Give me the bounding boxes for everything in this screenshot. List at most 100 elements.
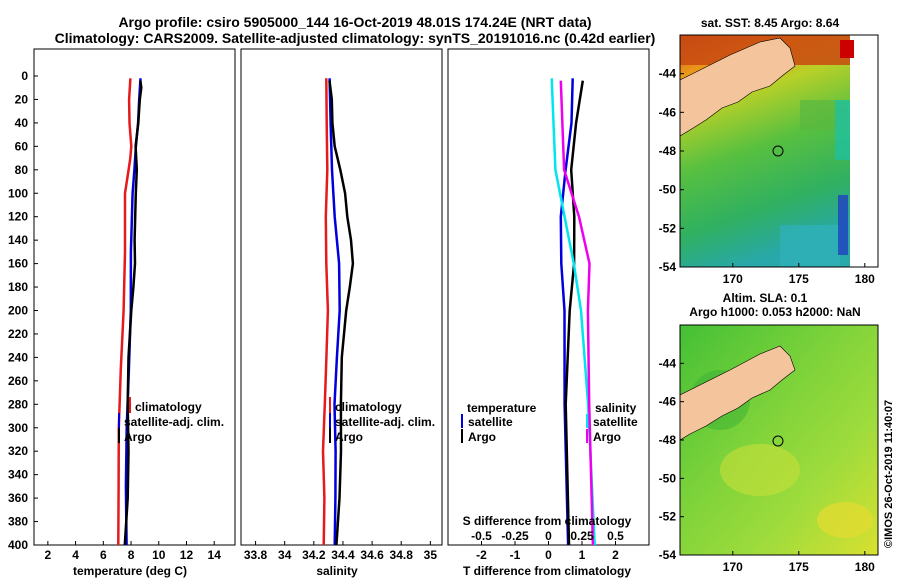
lat-tick-label: -44 bbox=[659, 67, 677, 81]
sla-map-lon-ticks: 170 175 180 bbox=[723, 551, 875, 574]
depth-tick-label: 340 bbox=[8, 468, 28, 482]
sst-map-lon-ticks: 170 175 180 bbox=[723, 263, 875, 286]
difference-panel: -2 -1 0 1 2 T difference from climatology S … bbox=[447, 48, 650, 578]
depth-tick-label: 60 bbox=[15, 139, 29, 153]
depth-tick-label: 200 bbox=[8, 304, 28, 318]
legend-salinity-title: salinity bbox=[595, 401, 637, 415]
depth-tick-label: 360 bbox=[8, 491, 28, 505]
profile-line-argo bbox=[328, 80, 355, 546]
lat-tick-label: -52 bbox=[659, 221, 677, 235]
depth-tick-label: 220 bbox=[8, 327, 28, 341]
temperature-axis-ticks: 2 4 6 8 10 12 14 bbox=[45, 541, 222, 562]
s-tick-label: -0.25 bbox=[501, 529, 529, 543]
x-tick-label: 34.4 bbox=[331, 548, 355, 562]
lon-tick-label: 170 bbox=[723, 560, 743, 574]
x-tick-label: 4 bbox=[72, 548, 79, 562]
sla-map-lat-ticks: -44 -46 -48 -50 -52 -54 bbox=[659, 356, 684, 562]
legend-s-argo-label: Argo bbox=[593, 430, 621, 444]
lat-tick-label: -48 bbox=[659, 144, 677, 158]
x-tick-label: 34.2 bbox=[302, 548, 326, 562]
lat-tick-label: -44 bbox=[659, 356, 677, 370]
lon-tick-label: 175 bbox=[789, 272, 809, 286]
sst-map-title: sat. SST: 8.45 Argo: 8.64 bbox=[701, 16, 840, 30]
depth-tick-label: 180 bbox=[8, 280, 28, 294]
depth-tick-label: 100 bbox=[8, 186, 28, 200]
south-island-land-shape bbox=[680, 345, 796, 441]
x-tick-label: 14 bbox=[208, 548, 222, 562]
salinity-profile-lines bbox=[321, 78, 355, 546]
depth-axis-ticks: 0 20 40 60 80 100 120 140 160 180 200 220 240 260 280 3… bbox=[8, 69, 38, 552]
legend-argo-label: Argo bbox=[124, 430, 152, 444]
lat-tick-label: -54 bbox=[659, 548, 677, 562]
legend-t-satellite-label: satellite bbox=[468, 415, 513, 429]
depth-tick-label: 320 bbox=[8, 444, 28, 458]
depth-tick-label: 80 bbox=[15, 163, 29, 177]
depth-tick-label: 400 bbox=[8, 538, 28, 552]
temperature-legend: climatology satellite-adj. clim. Argo bbox=[118, 397, 224, 444]
difference-legend: temperature satellite Argo salinity sate… bbox=[461, 401, 638, 444]
lon-tick-label: 180 bbox=[855, 560, 875, 574]
difference-profile-lines bbox=[550, 78, 596, 546]
lat-tick-label: -48 bbox=[659, 433, 677, 447]
profile-line-argo bbox=[123, 80, 143, 546]
s-difference-axis-label: S difference from climatology bbox=[463, 514, 632, 528]
lat-tick-label: -52 bbox=[659, 510, 677, 524]
lon-tick-label: 170 bbox=[723, 272, 743, 286]
imos-watermark: ©IMOS 26-Oct-2019 11:40:07 bbox=[883, 400, 895, 548]
depth-tick-label: 280 bbox=[8, 397, 28, 411]
depth-tick-label: 20 bbox=[15, 92, 29, 106]
lat-tick-label: -54 bbox=[659, 260, 677, 274]
depth-tick-label: 260 bbox=[8, 374, 28, 388]
x-tick-label: 12 bbox=[180, 548, 194, 562]
lat-tick-label: -50 bbox=[659, 471, 677, 485]
lon-tick-label: 180 bbox=[855, 272, 875, 286]
sla-map-title-line2: Argo h1000: 0.053 h2000: NaN bbox=[689, 305, 860, 319]
argo-float-marker bbox=[772, 145, 784, 157]
x-tick-label: 0 bbox=[545, 548, 552, 562]
lat-tick-label: -46 bbox=[659, 395, 677, 409]
s-tick-label: 0 bbox=[545, 529, 552, 543]
sla-map-image bbox=[680, 325, 878, 555]
lat-tick-label: -50 bbox=[659, 183, 677, 197]
figure-title-line2: Climatology: CARS2009. Satellite-adjuste… bbox=[55, 30, 656, 46]
salinity-axis-ticks: 33.8 34 34.2 34.4 34.6 34.8 35 bbox=[244, 541, 437, 562]
depth-tick-label: 120 bbox=[8, 210, 28, 224]
legend-satellite-label: satellite-adj. clim. bbox=[124, 415, 224, 429]
x-tick-label: 6 bbox=[100, 548, 107, 562]
depth-tick-label: 380 bbox=[8, 515, 28, 529]
profile-line-t-argo bbox=[564, 80, 585, 546]
depth-tick-label: 240 bbox=[8, 350, 28, 364]
s-tick-label: -0.5 bbox=[471, 529, 492, 543]
legend-temperature-title: temperature bbox=[467, 401, 537, 415]
depth-tick-label: 40 bbox=[15, 116, 29, 130]
legend-satellite-label: satellite-adj. clim. bbox=[335, 415, 435, 429]
t-difference-axis-label: T difference from climatology bbox=[463, 564, 631, 578]
sst-map-lat-ticks: -44 -46 -48 -50 -52 -54 bbox=[659, 67, 684, 274]
x-tick-label: -1 bbox=[510, 548, 521, 562]
temperature-panel: 0 20 40 60 80 100 120 140 160 180 200 220 240 260 280 3… bbox=[8, 48, 236, 578]
sst-map-panel: sat. SST: 8.45 Argo: 8.64 bbox=[659, 16, 879, 286]
legend-argo-label: Argo bbox=[335, 430, 363, 444]
argo-float-marker bbox=[772, 435, 784, 447]
salinity-legend: climatology satellite-adj. clim. Argo bbox=[329, 397, 435, 444]
x-tick-label: 1 bbox=[579, 548, 586, 562]
x-tick-label: 34.8 bbox=[390, 548, 414, 562]
depth-tick-label: 0 bbox=[21, 69, 28, 83]
depth-tick-label: 140 bbox=[8, 233, 28, 247]
s-difference-axis-ticks: -0.5 -0.25 0 0.25 0.5 bbox=[471, 529, 624, 543]
x-tick-label: -2 bbox=[476, 548, 487, 562]
x-tick-label: 34.6 bbox=[360, 548, 384, 562]
legend-climatology-label: climatology bbox=[335, 400, 402, 414]
s-tick-label: 0.25 bbox=[570, 529, 594, 543]
sla-map-panel: Altim. SLA: 0.1 Argo h1000: 0.053 h2000:… bbox=[659, 291, 879, 574]
x-tick-label: 34 bbox=[278, 548, 292, 562]
s-tick-label: 0.5 bbox=[607, 529, 624, 543]
sst-map-image bbox=[680, 35, 878, 267]
depth-tick-label: 300 bbox=[8, 421, 28, 435]
legend-s-satellite-label: satellite bbox=[593, 415, 638, 429]
south-island-land-shape bbox=[680, 37, 796, 137]
x-tick-label: 33.8 bbox=[244, 548, 268, 562]
t-difference-axis-ticks: -2 -1 0 1 2 bbox=[476, 541, 619, 562]
profile-line-s-argo bbox=[559, 80, 595, 546]
